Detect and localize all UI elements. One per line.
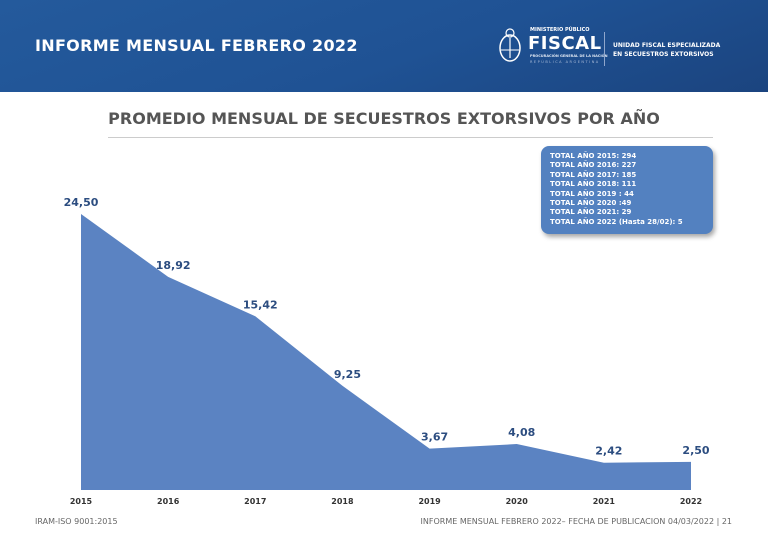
header: INFORME MENSUAL FEBRERO 2022 MINISTERIO …: [0, 0, 768, 92]
unit-line: UNIDAD FISCAL ESPECIALIZADA: [613, 42, 721, 49]
data-label: 24,50: [64, 196, 99, 209]
title-rule: [108, 137, 713, 138]
x-tick-label: 2017: [244, 497, 266, 506]
unit-line: EN SECUESTROS EXTORSIVOS: [613, 51, 714, 58]
x-tick-label: 2018: [331, 497, 354, 506]
total-2015: TOTAL AÑO 2015: 294: [550, 152, 637, 160]
totals-box: TOTAL AÑO 2015: 294 TOTAL AÑO 2016: 227 …: [541, 146, 713, 234]
total-2018: TOTAL AÑO 2018: 111: [550, 180, 637, 189]
area-series: [81, 214, 691, 490]
logo-country: REPÚBLICA ARGENTINA: [530, 60, 600, 64]
divider: [604, 32, 605, 66]
data-label: 3,67: [421, 431, 448, 444]
total-2021: TOTAL AÑO 2021: 29: [550, 208, 632, 217]
x-tick-label: 2019: [418, 497, 441, 506]
footer-iso: IRAM-ISO 9001:2015: [35, 517, 118, 526]
data-label: 4,08: [508, 426, 535, 439]
x-tick-label: 2016: [157, 497, 180, 506]
x-tick-label: 2021: [593, 497, 616, 506]
total-2019: TOTAL AÑO 2019 : 44: [550, 189, 634, 198]
logo-ministry: MINISTERIO PÚBLICO: [530, 27, 590, 33]
logo-procuracion: PROCURACIÓN GENERAL DE LA NACIÓN: [530, 54, 608, 58]
total-2022: TOTAL AÑO 2022 (Hasta 28/02): 5: [550, 217, 683, 226]
data-label: 2,50: [682, 444, 709, 457]
total-2016: TOTAL AÑO 2016: 227: [550, 161, 637, 170]
x-tick-label: 2020: [506, 497, 529, 506]
data-label: 9,25: [334, 368, 361, 381]
coat-of-arms-logo: [499, 28, 521, 62]
logo-fiscal: FISCAL: [528, 33, 602, 54]
data-label: 2,42: [595, 445, 622, 458]
data-label: 15,42: [243, 298, 278, 311]
footer-publication: INFORME MENSUAL FEBRERO 2022– FECHA DE P…: [420, 517, 732, 526]
x-tick-label: 2022: [680, 497, 702, 506]
x-tick-label: 2015: [70, 497, 93, 506]
unit-name: UNIDAD FISCAL ESPECIALIZADA EN SECUESTRO…: [613, 41, 720, 59]
chart-title: PROMEDIO MENSUAL DE SECUESTROS EXTORSIVO…: [108, 109, 660, 128]
report-title: INFORME MENSUAL FEBRERO 2022: [35, 36, 358, 55]
data-label: 18,92: [156, 259, 191, 272]
total-2020: TOTAL AÑO 2020 :49: [550, 199, 632, 208]
total-2017: TOTAL AÑO 2017: 185: [550, 170, 637, 179]
